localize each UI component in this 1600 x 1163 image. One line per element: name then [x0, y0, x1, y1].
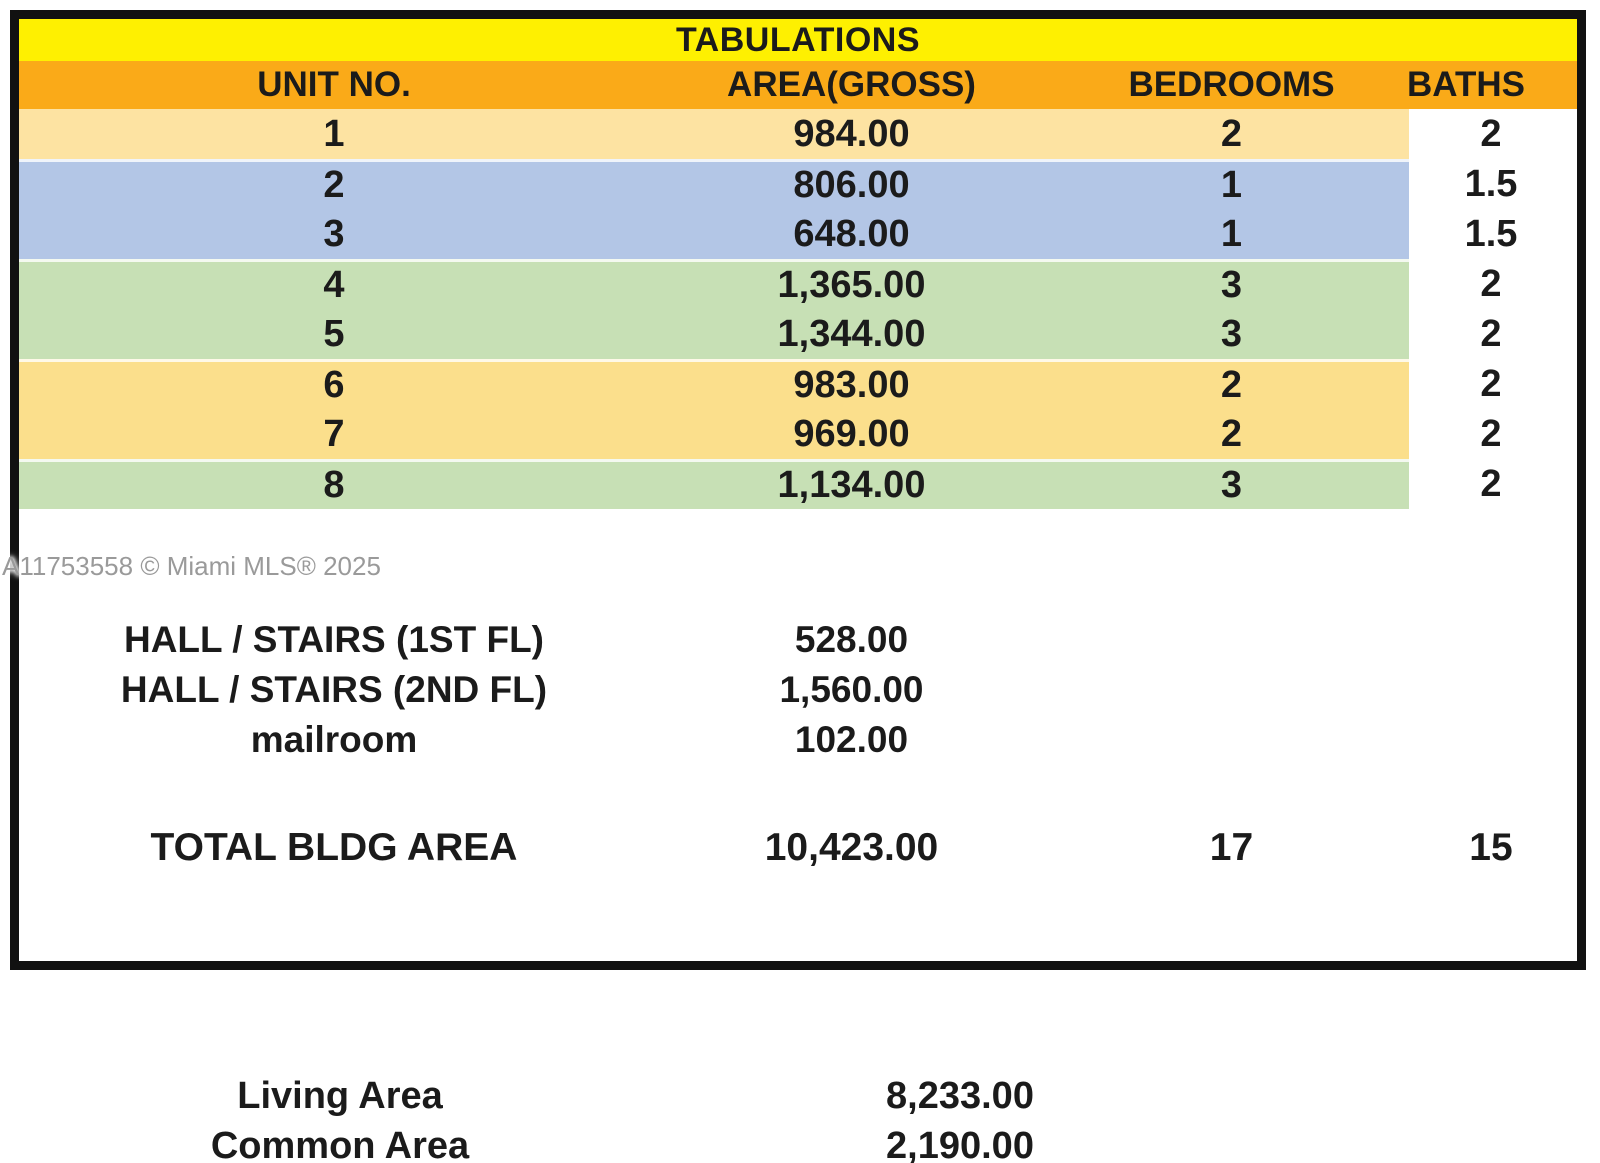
- row-label: HALL / STAIRS (1ST FL): [123, 619, 544, 660]
- area-cell: 102.00: [794, 719, 909, 760]
- baths-cell: 2: [1480, 312, 1502, 355]
- unit-cell: 2: [19, 159, 649, 209]
- table-row-unit-5: 5 1,344.00 3 2: [19, 309, 1577, 359]
- total-baths-cell: 15: [1469, 826, 1513, 869]
- table-row-unit-8: 8 1,134.00 3 2: [19, 459, 1577, 509]
- table-row-unit-1: 1 984.00 2 2: [19, 109, 1577, 159]
- table-row-hall-1st: HALL / STAIRS (1ST FL) 528.00: [19, 615, 1577, 665]
- summary-row-living-area: Living Area 8,233.00: [0, 1071, 1600, 1121]
- unit-cell: 5: [19, 309, 649, 359]
- row-label: HALL / STAIRS (2ND FL): [120, 669, 548, 710]
- unit-cell: 3: [19, 209, 649, 259]
- baths-cell: 2: [1480, 112, 1502, 155]
- table-row-unit-4: 4 1,365.00 3 2: [19, 259, 1577, 309]
- baths-cell: 2: [1480, 462, 1502, 505]
- unit-rows: 1 984.00 2 2 2 806.00 1 1.5 3 648.00 1 1…: [19, 109, 1577, 509]
- table-row-total: TOTAL BLDG AREA 10,423.00 17 15: [19, 823, 1577, 873]
- bedrooms-cell: 3: [1054, 259, 1409, 309]
- bedrooms-cell: 3: [1054, 309, 1409, 359]
- area-cell: 1,134.00: [649, 459, 1054, 509]
- bedrooms-cell: 2: [1054, 359, 1409, 409]
- area-cell: 984.00: [649, 109, 1054, 159]
- unit-cell: 4: [19, 259, 649, 309]
- table-row-mailroom: mailroom 102.00: [19, 715, 1577, 765]
- summary-label: Living Area: [237, 1074, 443, 1117]
- unit-cell: 1: [19, 109, 649, 159]
- unit-cell: 7: [19, 409, 649, 459]
- bedrooms-cell: 1: [1054, 209, 1409, 259]
- table-row-unit-6: 6 983.00 2 2: [19, 359, 1577, 409]
- summary-label: Common Area: [210, 1124, 470, 1163]
- bedrooms-cell: 3: [1054, 459, 1409, 509]
- baths-cell: 1.5: [1464, 162, 1518, 205]
- total-label: TOTAL BLDG AREA: [150, 826, 518, 869]
- column-header-row: UNIT NO. AREA(GROSS) BEDROOMS BATHS: [19, 61, 1577, 109]
- baths-cell: 2: [1480, 412, 1502, 455]
- area-cell: 983.00: [649, 359, 1054, 409]
- total-bedrooms-cell: 17: [1209, 826, 1254, 869]
- column-header-area: AREA(GROSS): [727, 65, 976, 104]
- baths-cell: 1.5: [1464, 212, 1518, 255]
- baths-cell: 2: [1480, 262, 1502, 305]
- area-cell: 528.00: [794, 619, 909, 660]
- title-row: TABULATIONS: [19, 19, 1577, 61]
- table-row-unit-2: 2 806.00 1 1.5: [19, 159, 1577, 209]
- area-cell: 969.00: [649, 409, 1054, 459]
- bedrooms-cell: 2: [1054, 409, 1409, 459]
- column-header-bedrooms: BEDROOMS: [1128, 65, 1335, 104]
- area-cell: 1,344.00: [649, 309, 1054, 359]
- bedrooms-cell: 1: [1054, 159, 1409, 209]
- area-cell: 1,365.00: [649, 259, 1054, 309]
- tabulation-sheet-box: TABULATIONS UNIT NO. AREA(GROSS) BEDROOM…: [10, 10, 1586, 970]
- column-header-baths: BATHS: [1407, 65, 1525, 104]
- area-summary-block: Living Area 8,233.00 Common Area 2,190.0…: [0, 1071, 1600, 1163]
- common-area-rows: HALL / STAIRS (1ST FL) 528.00 HALL / STA…: [19, 615, 1577, 765]
- unit-cell: 6: [19, 359, 649, 409]
- table-row-unit-3: 3 648.00 1 1.5: [19, 209, 1577, 259]
- summary-value: 2,190.00: [886, 1124, 1034, 1163]
- baths-cell: 2: [1480, 362, 1502, 405]
- column-header-unit: UNIT NO.: [257, 65, 411, 104]
- unit-cell: 8: [19, 459, 649, 509]
- row-label: mailroom: [250, 719, 418, 760]
- table-row-hall-2nd: HALL / STAIRS (2ND FL) 1,560.00: [19, 665, 1577, 715]
- mls-watermark: A11753558 © Miami MLS® 2025: [2, 551, 381, 581]
- total-area-cell: 10,423.00: [764, 826, 939, 869]
- table-row-unit-7: 7 969.00 2 2: [19, 409, 1577, 459]
- area-cell: 648.00: [649, 209, 1054, 259]
- sheet-title: TABULATIONS: [675, 20, 921, 59]
- area-cell: 1,560.00: [779, 669, 924, 710]
- area-cell: 806.00: [649, 159, 1054, 209]
- bedrooms-cell: 2: [1054, 109, 1409, 159]
- summary-value: 8,233.00: [886, 1074, 1034, 1117]
- summary-row-common-area: Common Area 2,190.00: [0, 1121, 1600, 1163]
